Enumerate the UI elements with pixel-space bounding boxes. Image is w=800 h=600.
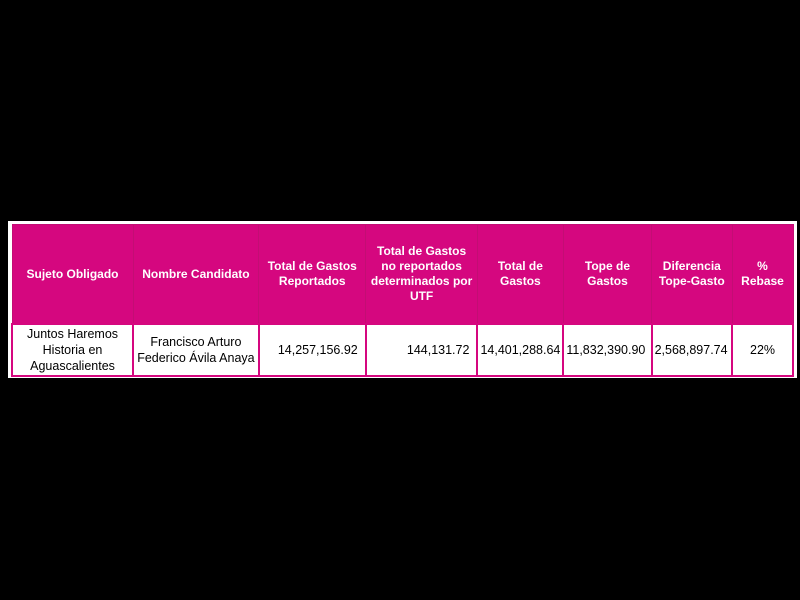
header-total-gastos-reportados: Total de Gastos Reportados [258,224,367,325]
table-header-row: Sujeto Obligado Nombre Candidato Total d… [11,224,794,325]
header-diferencia-tope-gasto: Diferencia Tope-Gasto [651,224,733,325]
cell-total-gastos: 14,401,288.64 [476,323,565,377]
cell-sujeto-obligado: Juntos Haremos Historia en Aguascaliente… [10,323,135,377]
header-total-gastos: Total de Gastos [476,224,564,325]
header-gastos-no-reportados-utf: Total de Gastos no reportados determinad… [365,224,478,325]
cell-gastos-no-reportados-utf: 144,131.72 [364,323,479,377]
report-table-sheet: Sujeto Obligado Nombre Candidato Total d… [8,221,797,378]
cell-nombre-candidato: Francisco Arturo Federico Ávila Anaya [132,323,260,377]
cell-diferencia-tope-gasto: 2,568,897.74 [650,323,734,377]
header-tope-gastos: Tope de Gastos [562,224,653,325]
cell-tope-gastos: 11,832,390.90 [562,323,653,377]
cell-pct-rebase: 22% [731,323,794,377]
expenses-table: Sujeto Obligado Nombre Candidato Total d… [10,224,794,377]
table-row: Juntos Haremos Historia en Aguascaliente… [10,323,794,377]
header-pct-rebase: % Rebase [731,224,794,325]
header-nombre-candidato: Nombre Candidato [132,224,260,325]
cell-total-gastos-reportados: 14,257,156.92 [257,323,367,377]
header-sujeto-obligado: Sujeto Obligado [11,224,134,325]
